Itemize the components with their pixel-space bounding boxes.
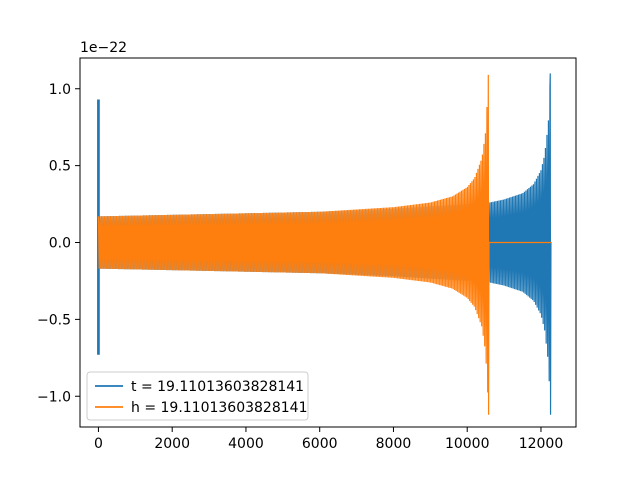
legend-label-h: h = 19.11013603828141	[131, 400, 307, 416]
legend-box	[86, 371, 309, 421]
y-tick-label: 1.0	[49, 82, 71, 98]
legend-label-t: t = 19.11013603828141	[131, 379, 304, 395]
series-layer	[97, 73, 552, 415]
x-tick-label: 8000	[376, 436, 412, 452]
x-tick-label: 12000	[519, 436, 564, 452]
x-tick-label: 2000	[154, 436, 190, 452]
series-h-group	[97, 74, 552, 415]
y-axis: −1.0 −0.5 0.0 0.5 1.0	[37, 82, 80, 405]
y-offset-label: 1e−22	[80, 40, 127, 56]
y-tick-label: −0.5	[37, 312, 71, 328]
series-h-line	[97, 74, 552, 415]
x-axis: 0 2000 4000 6000 8000 10000 12000	[94, 427, 563, 452]
y-tick-label: −1.0	[37, 389, 71, 405]
x-tick-label: 10000	[445, 436, 490, 452]
y-tick-label: 0.0	[49, 236, 71, 252]
x-tick-label: 0	[94, 436, 103, 452]
y-tick-label: 0.5	[49, 159, 71, 175]
x-tick-label: 6000	[302, 436, 338, 452]
x-tick-label: 4000	[228, 436, 264, 452]
legend: t = 19.11013603828141 h = 19.110136038281…	[86, 371, 309, 421]
